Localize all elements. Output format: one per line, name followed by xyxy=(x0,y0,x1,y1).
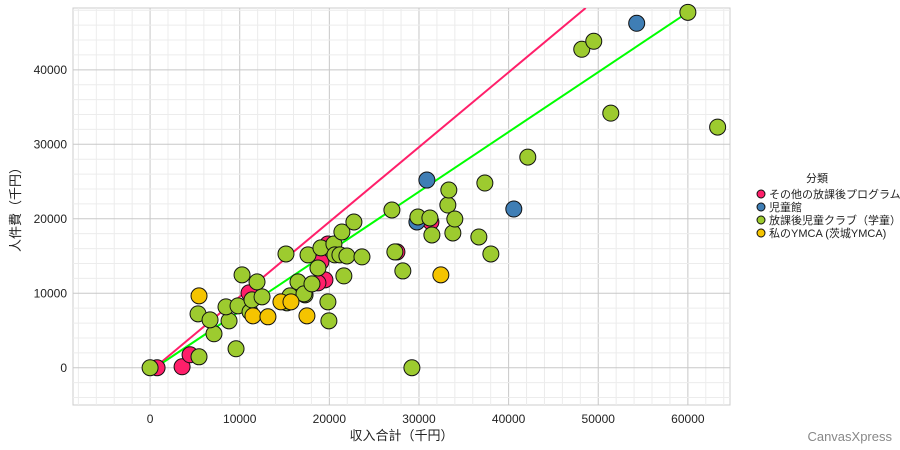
data-point xyxy=(482,245,500,263)
data-point xyxy=(248,273,266,291)
data-point xyxy=(338,247,356,265)
data-point xyxy=(602,104,620,122)
data-point xyxy=(440,181,458,199)
data-point xyxy=(505,200,523,218)
x-tick-label: 10000 xyxy=(223,412,257,426)
data-point xyxy=(470,228,488,246)
x-tick-label: 20000 xyxy=(313,412,347,426)
data-point xyxy=(190,348,208,366)
data-point xyxy=(423,226,441,244)
data-point xyxy=(220,312,238,330)
data-point xyxy=(309,259,327,277)
data-point xyxy=(585,32,603,50)
data-point xyxy=(299,246,317,264)
data-point xyxy=(253,288,271,306)
data-point xyxy=(709,118,727,136)
data-point xyxy=(277,245,295,263)
x-tick-label: 60000 xyxy=(671,412,705,426)
data-point xyxy=(394,262,412,280)
data-point xyxy=(227,340,245,358)
data-point xyxy=(201,311,219,329)
x-tick-label: 0 xyxy=(147,412,154,426)
x-tick-label: 40000 xyxy=(492,412,526,426)
data-point xyxy=(244,307,262,325)
x-axis-label: 収入合計（千円） xyxy=(349,428,453,443)
data-point xyxy=(190,287,208,305)
data-point xyxy=(403,359,421,377)
legend-marker xyxy=(756,228,766,238)
legend-label: 放課後児童クラブ（学童） xyxy=(769,213,900,227)
data-point xyxy=(320,312,338,330)
data-point xyxy=(319,293,337,311)
watermark: CanvasXpress xyxy=(807,429,892,444)
data-point xyxy=(173,358,191,376)
data-point xyxy=(432,266,450,284)
legend-marker xyxy=(756,202,766,212)
data-point xyxy=(259,308,277,326)
y-axis-label: 人件費（千円） xyxy=(8,161,23,252)
data-point xyxy=(679,3,697,21)
y-tick-label: 30000 xyxy=(34,137,68,151)
data-point xyxy=(282,293,300,311)
data-point xyxy=(335,267,353,285)
y-tick-label: 10000 xyxy=(34,286,68,300)
data-point xyxy=(353,248,371,266)
legend-label: 児童館 xyxy=(769,200,802,214)
data-point xyxy=(628,14,646,32)
x-tick-label: 50000 xyxy=(582,412,616,426)
data-point xyxy=(519,148,537,166)
data-point xyxy=(233,266,251,284)
data-point xyxy=(421,209,439,227)
data-point xyxy=(386,243,404,261)
data-point xyxy=(298,307,316,325)
data-point xyxy=(141,359,159,377)
data-point xyxy=(446,210,464,228)
legend-marker xyxy=(756,215,766,225)
legend-marker xyxy=(756,189,766,199)
y-tick-label: 40000 xyxy=(34,63,68,77)
data-point xyxy=(383,201,401,219)
legend-label: 私のYMCA (茨城YMCA) xyxy=(769,226,886,240)
data-point xyxy=(439,196,457,214)
data-point xyxy=(333,223,351,241)
x-tick-label: 30000 xyxy=(402,412,436,426)
data-point xyxy=(444,224,462,242)
data-point xyxy=(303,275,321,293)
y-tick-label: 0 xyxy=(60,361,67,375)
data-point xyxy=(573,40,591,58)
data-point xyxy=(476,174,494,192)
data-point xyxy=(345,213,363,231)
y-tick-label: 20000 xyxy=(34,212,68,226)
data-point xyxy=(418,171,436,189)
legend-title: 分類 xyxy=(806,172,828,185)
legend-label: その他の放課後プログラム xyxy=(769,187,900,201)
